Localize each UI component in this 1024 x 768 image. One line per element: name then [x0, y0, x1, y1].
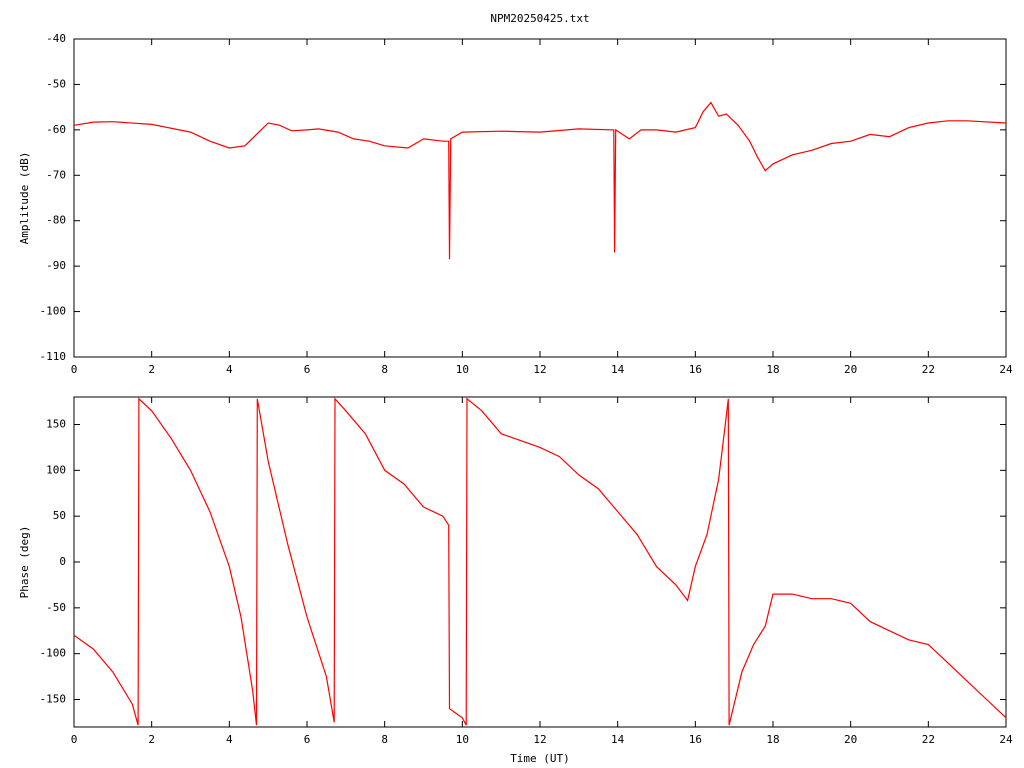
x-tick-label: 14 [611, 363, 625, 376]
x-tick-label: 24 [999, 733, 1013, 746]
x-tick-label: 12 [533, 363, 546, 376]
y-tick-label: 50 [53, 509, 66, 522]
y-tick-label: -110 [40, 350, 67, 363]
y-tick-label: -100 [40, 647, 67, 660]
x-tick-label: 18 [766, 363, 779, 376]
y-tick-label: -80 [46, 214, 66, 227]
x-tick-label: 18 [766, 733, 779, 746]
x-tick-label: 22 [922, 363, 935, 376]
x-tick-label: 20 [844, 733, 857, 746]
x-tick-label: 16 [689, 733, 702, 746]
y-tick-label: -40 [46, 32, 66, 45]
x-tick-label: 2 [148, 733, 155, 746]
data-line [73, 397, 1007, 726]
x-tick-label: 16 [689, 363, 702, 376]
x-tick-label: 22 [922, 733, 935, 746]
x-tick-label: 14 [611, 733, 625, 746]
y-tick-label: 0 [59, 555, 66, 568]
y-tick-label: -50 [46, 601, 66, 614]
x-tick-label: 4 [226, 733, 233, 746]
data-line [73, 101, 1007, 260]
x-tick-label: 8 [381, 363, 388, 376]
y-tick-label: -50 [46, 77, 66, 90]
y-tick-label: -100 [40, 305, 67, 318]
x-tick-label: 4 [226, 363, 233, 376]
y-tick-label: -150 [40, 693, 67, 706]
x-tick-label: 12 [533, 733, 546, 746]
y-tick-label: -90 [46, 259, 66, 272]
y-tick-label: -70 [46, 168, 66, 181]
x-tick-label: 20 [844, 363, 857, 376]
x-tick-label: 10 [456, 733, 469, 746]
y-axis-label: Amplitude (dB) [18, 152, 31, 245]
x-tick-label: 2 [148, 363, 155, 376]
chart-title: NPM20250425.txt [490, 12, 589, 25]
x-tick-label: 8 [381, 733, 388, 746]
x-axis-label: Time (UT) [510, 752, 570, 765]
x-tick-label: 0 [71, 363, 78, 376]
y-tick-label: -60 [46, 123, 66, 136]
y-tick-label: 150 [46, 418, 66, 431]
x-tick-label: 6 [304, 733, 311, 746]
x-tick-label: 10 [456, 363, 469, 376]
y-tick-label: 100 [46, 463, 66, 476]
x-tick-label: 0 [71, 733, 78, 746]
y-axis-label: Phase (deg) [18, 526, 31, 599]
x-tick-label: 24 [999, 363, 1013, 376]
x-tick-label: 6 [304, 363, 311, 376]
